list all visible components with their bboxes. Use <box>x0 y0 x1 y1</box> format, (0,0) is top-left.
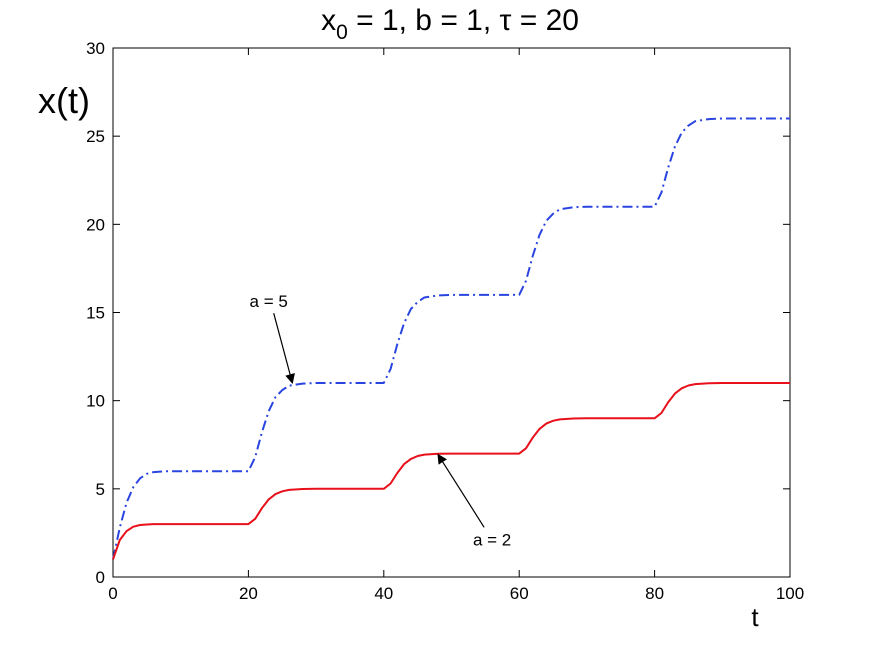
series-line-a5 <box>112 117 790 560</box>
x-tick-label: 80 <box>645 584 664 603</box>
chart-title-x: x <box>321 4 336 37</box>
series-line-a2 <box>112 382 790 560</box>
x-tick-label: 0 <box>108 584 117 603</box>
plot-area: 0 20 40 60 80 100 0 5 10 15 20 25 30 a = 5 a = 2 <box>86 39 804 603</box>
chart-title-rest: = 1, b = 1, τ = 20 <box>348 4 579 37</box>
y-tick-label: 20 <box>86 215 105 234</box>
x-tick-label: 40 <box>374 584 393 603</box>
y-tick-label: 5 <box>96 480 105 499</box>
chart-title: x0 = 1, b = 1, τ = 20 <box>321 4 579 44</box>
chart-title-subscript: 0 <box>336 21 348 44</box>
annotation-label: a = 2 <box>473 530 511 549</box>
annotation-label: a = 5 <box>250 292 288 311</box>
x-tick-label: 100 <box>776 584 804 603</box>
y-tick-label: 0 <box>96 568 105 587</box>
plot-frame <box>112 47 791 578</box>
annotation-arrow <box>273 313 295 384</box>
x-axis-label: t <box>751 602 759 632</box>
y-axis-label: x(t) <box>38 80 90 121</box>
y-tick-label: 25 <box>86 127 105 146</box>
annotation-arrow <box>437 453 485 528</box>
y-tick-label: 15 <box>86 304 105 323</box>
y-tick-label: 10 <box>86 392 105 411</box>
x-tick-label: 20 <box>239 584 258 603</box>
x-tick-label: 60 <box>510 584 529 603</box>
y-tick-label: 30 <box>86 39 105 58</box>
